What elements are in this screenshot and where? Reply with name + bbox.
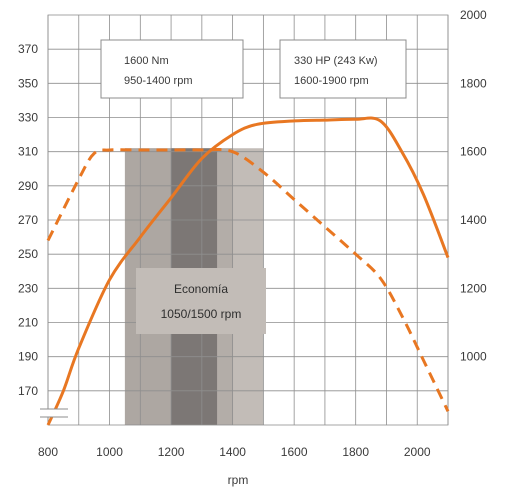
axis-break-gap	[40, 409, 68, 417]
x-tick-label: 1400	[219, 445, 246, 459]
series	[46, 116, 450, 426]
x-tick-label: 1600	[281, 445, 308, 459]
left-y-tick-label: 370	[18, 42, 38, 56]
torque-box-line2: 950-1400 rpm	[124, 75, 193, 87]
left-y-tick-label: 350	[18, 76, 38, 90]
plot-frame	[47, 14, 449, 426]
economy-label-background	[136, 268, 266, 334]
series-line-left	[46, 116, 450, 426]
x-axis-title: rpm	[228, 473, 249, 487]
torque-annotation-box: 1600 Nm 950-1400 rpm	[100, 39, 244, 99]
left-y-tick-label: 190	[18, 350, 38, 364]
economy-label: Economía 1050/1500 rpm	[136, 268, 266, 334]
economy-label-line2: 1050/1500 rpm	[161, 307, 242, 321]
power-box-line1: 330 HP (243 Kw)	[294, 55, 378, 67]
power-box-line2: 1600-1900 rpm	[294, 75, 369, 87]
right-y-tick-label: 1600	[460, 145, 487, 159]
left-y-tick-label: 270	[18, 213, 38, 227]
power-annotation-box: 330 HP (243 Kw) 1600-1900 rpm	[279, 39, 407, 99]
x-tick-label: 1200	[158, 445, 185, 459]
x-tick-label: 2000	[404, 445, 431, 459]
axis-ticks: 800 1000 1200 1400 1600 1800 2000 170 190 210 230 2…	[18, 8, 487, 459]
left-y-tick-label: 170	[18, 384, 38, 398]
left-y-tick-label: 330	[18, 111, 38, 125]
x-tick-label: 1800	[342, 445, 369, 459]
right-y-tick-label: 1400	[460, 213, 487, 227]
right-y-tick-label: 2000	[460, 8, 487, 22]
series-line-right	[46, 148, 450, 412]
power-box-frame	[279, 39, 407, 99]
right-y-tick-label: 1200	[460, 281, 487, 295]
x-tick-label: 1000	[96, 445, 123, 459]
left-y-tick-label: 250	[18, 247, 38, 261]
left-y-tick-label: 290	[18, 179, 38, 193]
economy-label-line1: Economía	[174, 282, 228, 296]
left-y-tick-label: 310	[18, 145, 38, 159]
left-y-tick-label: 210	[18, 316, 38, 330]
torque-box-line1: 1600 Nm	[124, 55, 169, 67]
torque-box-frame	[100, 39, 244, 99]
x-tick-label: 800	[38, 445, 58, 459]
right-y-tick-label: 1000	[460, 350, 487, 364]
axis-break-marker	[40, 408, 68, 418]
left-y-tick-label: 230	[18, 281, 38, 295]
right-y-tick-label: 1800	[460, 76, 487, 90]
